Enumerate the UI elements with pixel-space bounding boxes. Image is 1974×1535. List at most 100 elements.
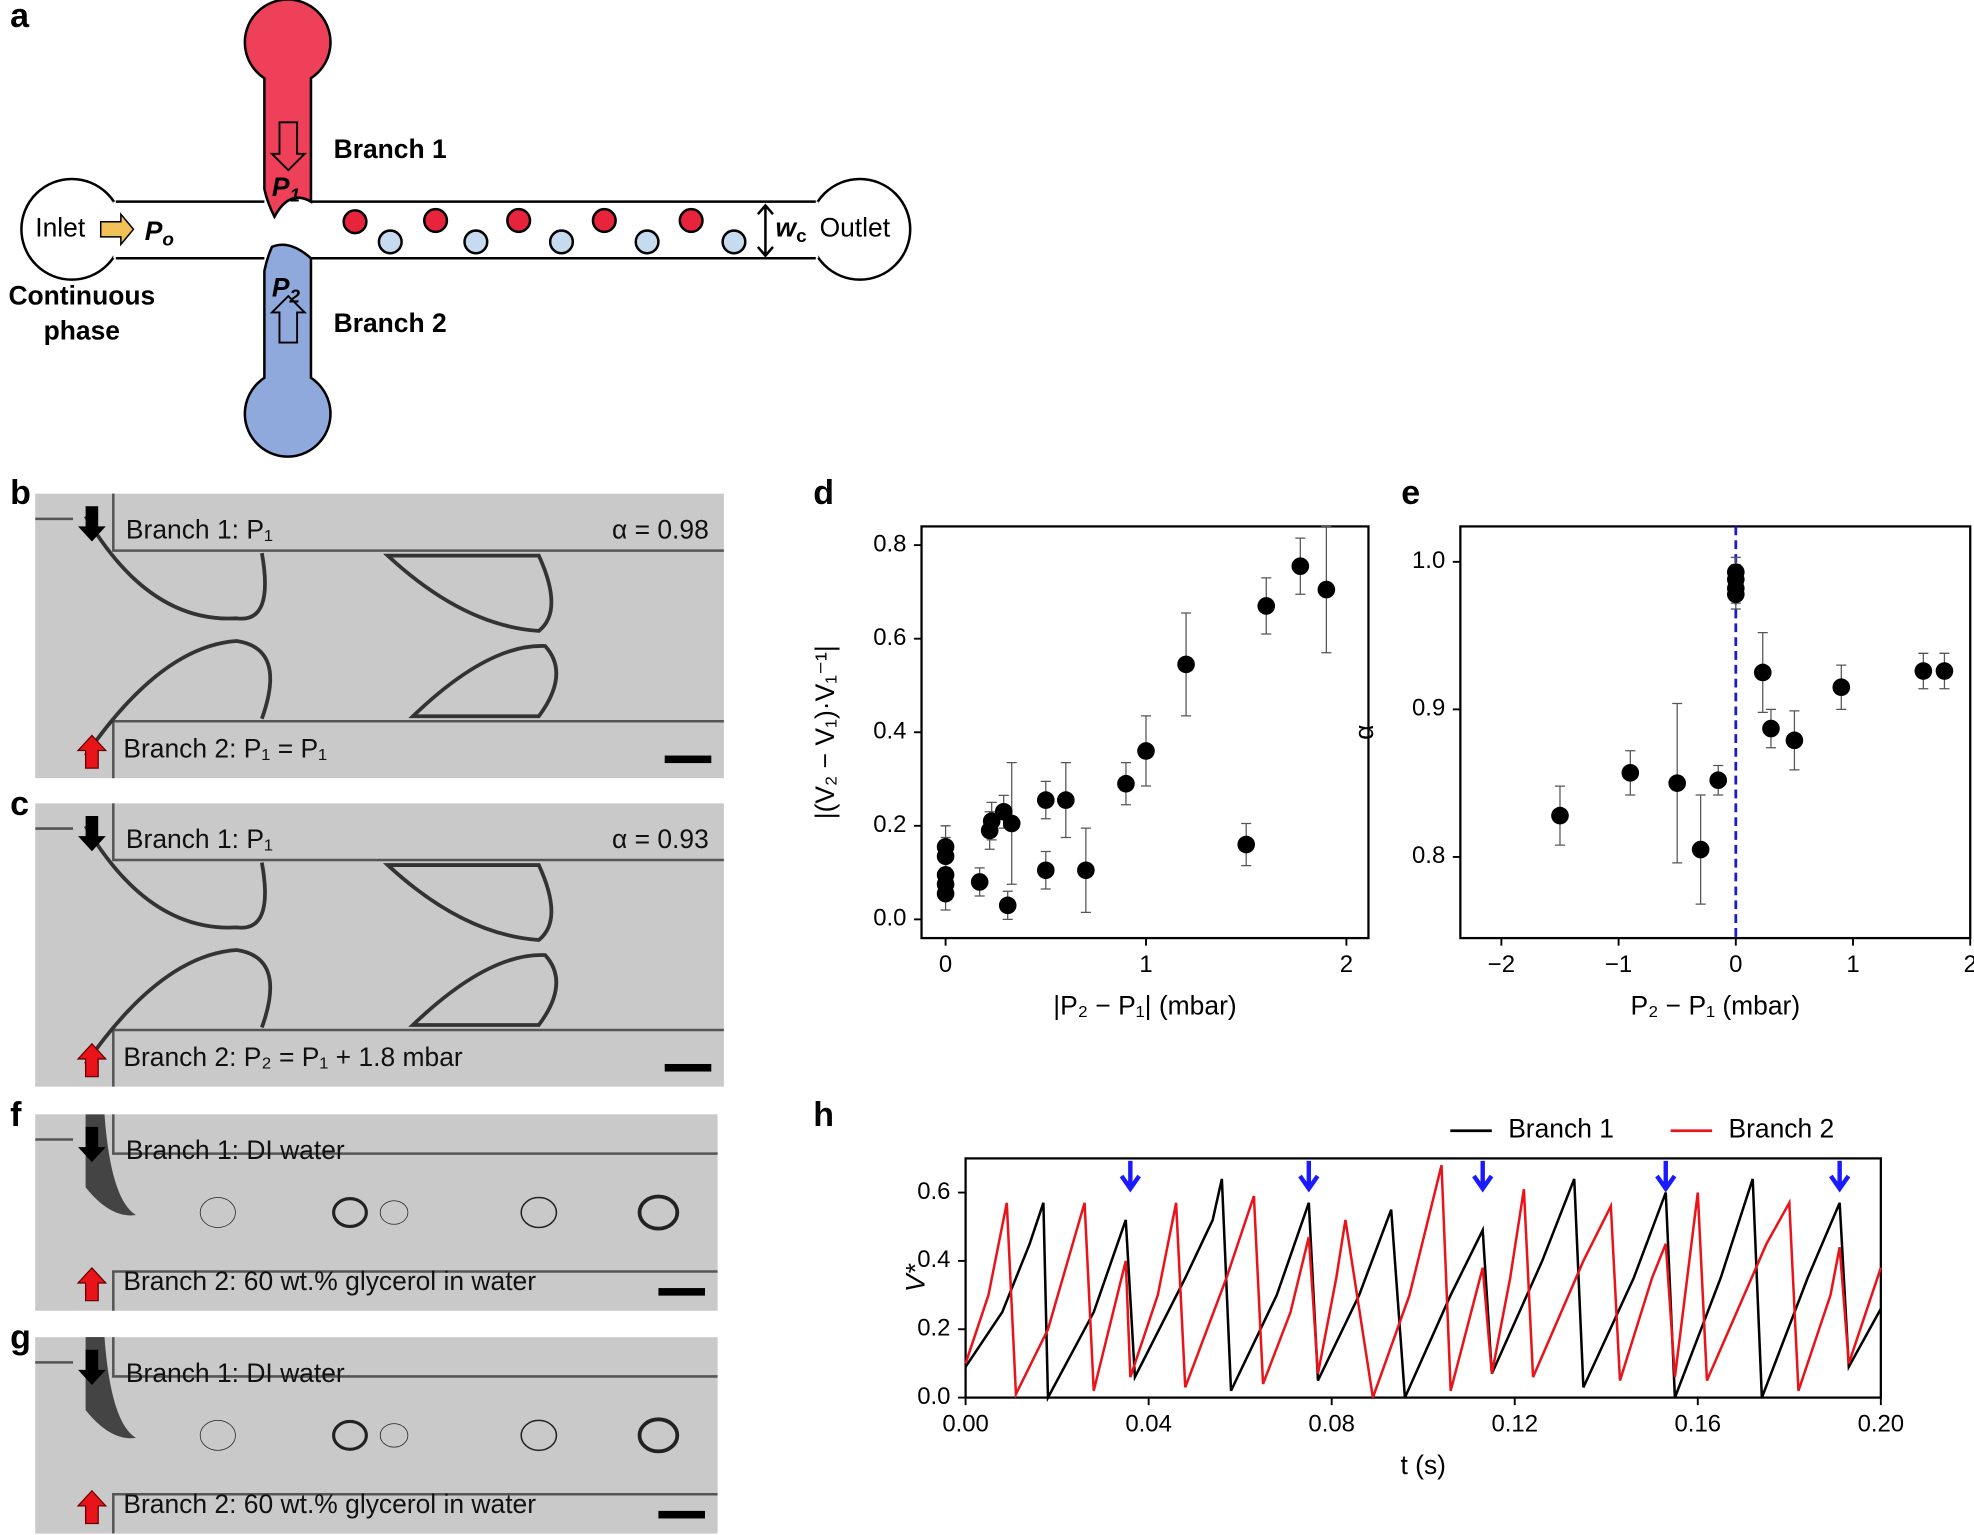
droplet-outline bbox=[83, 825, 267, 930]
data-point bbox=[1551, 806, 1569, 825]
event-arrow bbox=[1655, 1160, 1677, 1193]
micrograph-background bbox=[35, 803, 724, 1087]
y-tick-label: 0.4 bbox=[873, 718, 906, 745]
scale-bar bbox=[664, 1063, 712, 1072]
droplet-outline bbox=[84, 948, 273, 1066]
data-point bbox=[1753, 663, 1772, 682]
micrograph-label: Branch 2: P₂ = P₁ + 1.8 mbar bbox=[123, 1042, 463, 1072]
inlet-label: Inlet bbox=[35, 212, 86, 242]
droplet-outline bbox=[520, 1196, 558, 1229]
inlet-pressure: Po bbox=[145, 216, 174, 251]
data-point bbox=[1668, 774, 1687, 792]
droplet-outline bbox=[379, 1200, 409, 1225]
y-tick-label: 0.8 bbox=[873, 530, 906, 557]
droplet-outline bbox=[637, 1194, 680, 1231]
data-point bbox=[1077, 861, 1095, 880]
branch-1-label: Branch 1 bbox=[334, 134, 447, 164]
data-point bbox=[1709, 771, 1728, 790]
continuous-phase: phase bbox=[44, 316, 120, 346]
p2-label: P2 bbox=[272, 273, 301, 308]
micrograph: Branch 1: DI water Branch 2: 60 wt.% glyc… bbox=[35, 1337, 718, 1534]
droplet-outline bbox=[520, 1419, 558, 1452]
event-arrow bbox=[1298, 1160, 1320, 1193]
inlet-arrow bbox=[99, 212, 135, 247]
micrograph-label: Branch 1: P₁ bbox=[126, 824, 273, 854]
droplet-outline bbox=[83, 515, 267, 621]
x-tick-label: 0.12 bbox=[1491, 1411, 1538, 1438]
data-point bbox=[1036, 791, 1055, 809]
x-tick-label: 0 bbox=[1729, 951, 1742, 978]
drops-blue bbox=[377, 229, 747, 255]
x-tick-label: 2 bbox=[1340, 951, 1353, 978]
scale-bar bbox=[658, 1288, 705, 1296]
plot-frame bbox=[1459, 525, 1972, 940]
p1-label: P1 bbox=[272, 172, 300, 207]
data-point bbox=[1177, 655, 1195, 674]
y-tick-label: 0.0 bbox=[917, 1383, 950, 1410]
flow-arrow bbox=[269, 121, 307, 172]
panel-label: b bbox=[10, 474, 31, 512]
subscript: 2 bbox=[289, 286, 301, 307]
flow-arrow bbox=[269, 294, 307, 344]
x-tick-label: −2 bbox=[1488, 951, 1515, 978]
chart: 0.00 0.04 0.08 0.12 0.16 0.20 0.0 0.2 0.4 0.6 t (s… bbox=[901, 1114, 1904, 1480]
x-tick-label: −1 bbox=[1605, 951, 1632, 978]
data-point bbox=[982, 812, 1001, 830]
alpha-label: α = 0.98 bbox=[612, 514, 709, 544]
droplet-outline bbox=[332, 1197, 368, 1229]
device-diagram bbox=[20, 0, 912, 458]
scale-bar bbox=[664, 755, 712, 764]
data-point bbox=[936, 884, 955, 903]
data-point bbox=[1621, 764, 1640, 782]
panel-label: f bbox=[10, 1096, 22, 1134]
data-point bbox=[970, 873, 989, 891]
droplet-outline bbox=[637, 1417, 680, 1454]
width-label: wc bbox=[776, 212, 807, 247]
legend-label: Branch 1 bbox=[1508, 1114, 1614, 1144]
droplet-outline bbox=[84, 639, 273, 757]
y-tick-label: 0.2 bbox=[873, 811, 906, 838]
droplet-outline bbox=[332, 1419, 368, 1451]
phase-arrow bbox=[76, 1489, 108, 1525]
event-arrow bbox=[1119, 1160, 1141, 1193]
micrograph: Branch 1: DI water Branch 2: 60 wt.% glyc… bbox=[35, 1114, 718, 1311]
y-tick-label: 0.8 bbox=[1412, 842, 1445, 869]
phase-arrow bbox=[78, 506, 106, 542]
micrograph-label: Branch 1: DI water bbox=[126, 1135, 345, 1165]
outlet-label: Outlet bbox=[820, 212, 891, 242]
symbol: P bbox=[272, 172, 290, 202]
chart: −2 −1 0 1 2 0.8 0.9 1.0 P₂ − P₁ (mbar) α bbox=[1349, 525, 1974, 1020]
phase-arrow bbox=[78, 1126, 106, 1163]
event-arrow bbox=[1829, 1160, 1851, 1193]
y-tick-label: 0.2 bbox=[917, 1315, 950, 1342]
width-arrow bbox=[756, 203, 774, 258]
x-tick-label: 0.04 bbox=[1125, 1411, 1172, 1438]
y-axis-label: V* bbox=[901, 1263, 931, 1292]
x-tick-label: 0.20 bbox=[1858, 1411, 1905, 1438]
droplet-outline bbox=[382, 553, 554, 633]
panel-label: d bbox=[813, 474, 834, 512]
y-tick-label: 0.6 bbox=[917, 1178, 950, 1205]
panel-label: c bbox=[10, 785, 29, 823]
branch-1 bbox=[243, 0, 332, 220]
y-axis-label: α bbox=[1349, 725, 1379, 740]
micrograph-label: Branch 1: P₁ bbox=[126, 514, 273, 544]
data-point bbox=[1691, 840, 1710, 859]
event-arrow bbox=[1472, 1160, 1494, 1193]
micrograph-background bbox=[35, 1337, 718, 1534]
symbol: P bbox=[145, 216, 163, 246]
data-point bbox=[1036, 861, 1055, 880]
legend-label: Branch 2 bbox=[1729, 1114, 1835, 1144]
y-tick-label: 0.4 bbox=[917, 1246, 950, 1273]
data-point bbox=[1785, 731, 1804, 750]
x-tick-label: 0 bbox=[939, 951, 952, 978]
x-axis-label: P₂ − P₁ (mbar) bbox=[1630, 990, 1800, 1020]
x-tick-label: 1 bbox=[1846, 951, 1859, 978]
subscript: 1 bbox=[290, 186, 301, 207]
subscript: c bbox=[796, 226, 807, 247]
y-axis-label: |(V₂ − V₁)·V₁⁻¹| bbox=[810, 645, 840, 819]
subscript: o bbox=[162, 230, 174, 251]
drops-red bbox=[342, 207, 704, 235]
data-point bbox=[1914, 662, 1933, 680]
